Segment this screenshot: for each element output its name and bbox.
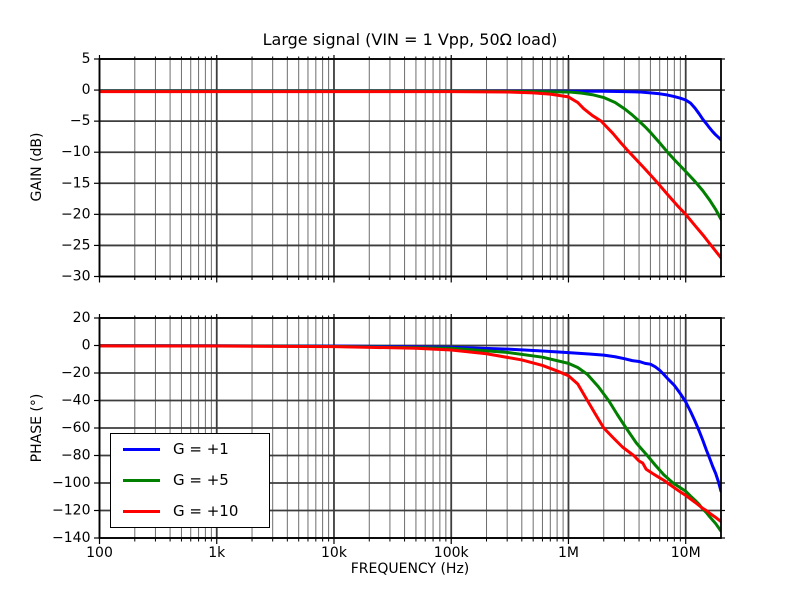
x-tick-label: 1M xyxy=(558,545,579,561)
legend-item-g5: G = +5 xyxy=(123,473,269,488)
legend-item-g10: G = +10 xyxy=(123,504,269,519)
y-tick-label: −15 xyxy=(61,175,91,191)
x-tick-label: 10k xyxy=(321,545,348,561)
x-tick-label: 1k xyxy=(208,545,226,561)
axes-frame-phase xyxy=(98,317,722,539)
legend-label: G = +5 xyxy=(173,471,229,489)
gain-axis-label: GAIN (dB) xyxy=(29,132,45,202)
y-tick-label: −120 xyxy=(52,503,90,519)
legend-line-sample-blue xyxy=(123,447,160,452)
y-tick-label: −20 xyxy=(61,206,91,222)
x-tick-label: 100k xyxy=(434,545,470,561)
y-tick-label: −25 xyxy=(61,237,91,253)
y-tick-label: 5 xyxy=(82,51,91,67)
y-tick-label: −80 xyxy=(61,448,91,464)
y-tick-label: −40 xyxy=(61,393,91,409)
x-tick-label: 10M xyxy=(671,545,701,561)
y-tick-label: 0 xyxy=(82,338,91,354)
legend-line-sample-red xyxy=(123,509,160,514)
curve-g-+10 xyxy=(99,90,721,260)
frequency-axis-label: FREQUENCY (Hz) xyxy=(350,561,470,577)
legend-line-sample-green xyxy=(123,478,160,483)
curve-g-+1 xyxy=(99,344,721,493)
legend-box: G = +1 G = +5 G = +10 xyxy=(110,433,270,528)
legend-label: G = +1 xyxy=(173,440,229,458)
phase-axis-label: PHASE (°) xyxy=(29,393,45,463)
legend-item-g1: G = +1 xyxy=(123,442,269,457)
y-tick-label: −140 xyxy=(52,530,90,546)
y-tick-label: −5 xyxy=(70,113,91,129)
y-tick-label: −10 xyxy=(61,144,91,160)
curve-g-+5 xyxy=(99,89,721,221)
legend-label: G = +10 xyxy=(173,502,239,520)
y-tick-label: −20 xyxy=(61,365,91,381)
curve-g-+10 xyxy=(99,344,721,523)
y-tick-label: −60 xyxy=(61,420,91,436)
x-tick-label: 100 xyxy=(86,545,113,561)
y-tick-label: 0 xyxy=(82,82,91,98)
y-tick-label: −100 xyxy=(52,475,90,491)
curve-g-+1 xyxy=(99,89,721,142)
axes-frame-gain xyxy=(98,58,722,278)
chart-title: Large signal (VIN = 1 Vpp, 50Ω load) xyxy=(262,30,558,49)
y-tick-label: −30 xyxy=(61,269,91,285)
y-tick-label: 20 xyxy=(73,310,91,326)
